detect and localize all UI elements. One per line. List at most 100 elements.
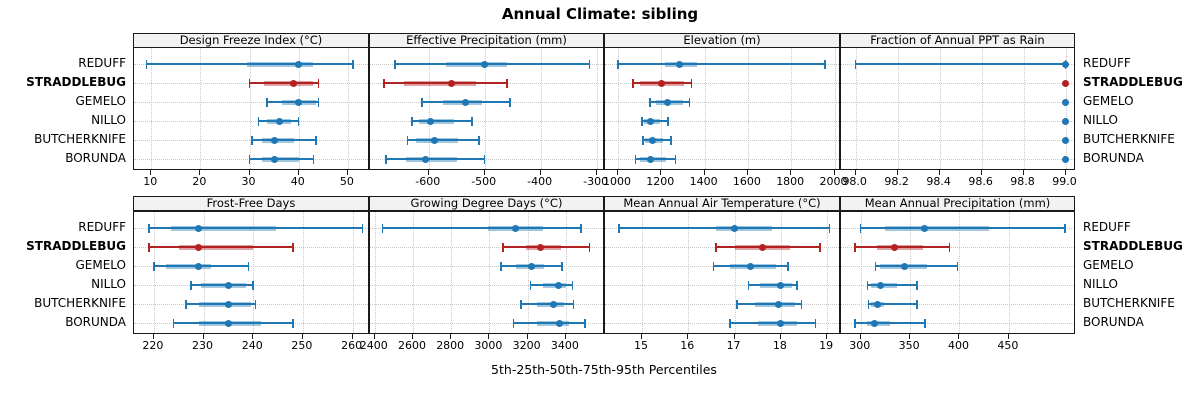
panel-mean-annual-air-temperature-c: [604, 211, 840, 334]
axis-tick: [351, 334, 353, 339]
axis-tick-label: 2800: [436, 339, 465, 352]
axis-tick: [660, 170, 662, 175]
whisker-cap: [634, 154, 637, 164]
axis-tick-label: 98.0: [842, 175, 867, 188]
median-dot-borunda: [777, 319, 785, 327]
gridline-vertical: [897, 48, 899, 169]
chart-title: Annual Climate: sibling: [501, 5, 699, 23]
whisker-cap: [483, 154, 486, 164]
axis-tick: [595, 170, 597, 175]
median-dot-reduff: [511, 224, 519, 232]
axis-tick: [539, 170, 541, 175]
whisker-cap: [148, 242, 150, 252]
whisker-borunda: [173, 322, 293, 324]
axis-tick-label: 19: [819, 339, 834, 352]
gridline-horizontal: [370, 140, 603, 141]
whisker-nillo: [867, 284, 918, 286]
gridline-vertical: [661, 48, 663, 169]
gridline-vertical: [489, 212, 491, 333]
iqr-band: [542, 282, 566, 288]
whisker-cap: [1064, 223, 1066, 233]
median-dot-reduff: [921, 224, 929, 232]
whisker-gemelo: [266, 101, 319, 103]
whisker-cap: [153, 261, 155, 271]
panel-strip-label: Frost-Free Days: [206, 196, 296, 210]
median-dot-butcherknife: [775, 300, 783, 308]
whisker-borunda: [249, 158, 314, 160]
whisker-butcherknife: [252, 139, 316, 141]
median-dot-borunda: [1062, 155, 1069, 163]
axis-tick-label: 2000: [819, 175, 848, 188]
axis-tick-label: 250: [291, 339, 313, 352]
median-dot-reduff: [295, 60, 303, 68]
whisker-cap: [571, 280, 574, 290]
axis-tick-label: 98.4: [926, 175, 951, 188]
axis-tick-label: 1200: [646, 175, 675, 188]
axis-tick-label: 2400: [359, 339, 388, 352]
row-label-right-gemelo: GEMELO: [1083, 258, 1134, 272]
iqr-band: [876, 244, 923, 250]
whisker-cap: [916, 280, 918, 290]
gridline-vertical: [347, 48, 349, 169]
gridline-vertical: [428, 48, 430, 169]
whisker-cap: [800, 299, 803, 309]
iqr-band: [171, 225, 276, 231]
iqr-band: [247, 61, 314, 67]
axis-tick-label: 300: [849, 339, 871, 352]
axis-tick-label: 10: [143, 175, 158, 188]
iqr-band: [178, 244, 254, 250]
gridline-horizontal: [841, 159, 1074, 160]
whisker-reduff: [146, 63, 353, 65]
axis-tick-label: 400: [947, 339, 969, 352]
whisker-cap: [859, 223, 862, 233]
axis-tick-label: -600: [415, 175, 441, 188]
whisker-cap: [394, 59, 396, 69]
whisker-straddlebug: [148, 246, 293, 248]
iqr-band: [716, 225, 772, 231]
whisker-cap: [642, 135, 644, 145]
gridline-vertical: [617, 48, 619, 169]
median-dot-straddlebug: [537, 243, 545, 251]
iqr-band: [418, 118, 454, 124]
gridline-vertical: [540, 48, 542, 169]
gridline-vertical: [484, 48, 486, 169]
gridline-horizontal: [605, 83, 839, 84]
whisker-straddlebug: [249, 82, 319, 84]
whisker-cap: [361, 223, 364, 233]
whisker-cap: [824, 59, 826, 69]
gridline-vertical: [1023, 48, 1025, 169]
median-dot-borunda: [422, 155, 430, 163]
panel-strip-label: Mean Annual Precipitation (mm): [864, 196, 1051, 210]
whisker-cap: [502, 242, 504, 252]
x-axis-label: 5th-25th-50th-75th-95th Percentiles: [491, 362, 717, 377]
whisker-cap: [478, 135, 480, 145]
median-dot-butcherknife: [1062, 136, 1069, 144]
panel-strip-label: Effective Precipitation (mm): [406, 33, 567, 47]
row-label-left-nillo: NILLO: [91, 277, 126, 291]
median-dot-nillo: [275, 117, 283, 125]
whisker-cap: [588, 242, 591, 252]
row-label-right-borunda: BORUNDA: [1083, 151, 1144, 165]
axis-tick: [150, 170, 152, 175]
iqr-band: [885, 225, 990, 231]
whisker-cap: [572, 299, 575, 309]
panel-fraction-of-annual-ppt-as-rain: [840, 47, 1075, 170]
iqr-band: [166, 263, 211, 269]
gridline-vertical: [451, 212, 453, 333]
median-dot-reduff: [676, 60, 684, 68]
whisker-cap: [584, 318, 586, 328]
median-dot-straddlebug: [447, 79, 455, 87]
iqr-band: [261, 156, 299, 162]
row-label-right-nillo: NILLO: [1083, 277, 1118, 291]
axis-tick: [641, 334, 643, 339]
whisker-cap: [649, 97, 651, 107]
whisker-nillo: [191, 284, 254, 286]
gridline-vertical: [834, 48, 836, 169]
gridline-horizontal: [370, 159, 603, 160]
axis-tick: [1064, 170, 1066, 175]
axis-tick-label: 98.6: [968, 175, 993, 188]
row-label-right-butcherknife: BUTCHERKNIFE: [1083, 132, 1175, 146]
row-label-right-nillo: NILLO: [1083, 113, 1118, 127]
iqr-band: [760, 282, 793, 288]
